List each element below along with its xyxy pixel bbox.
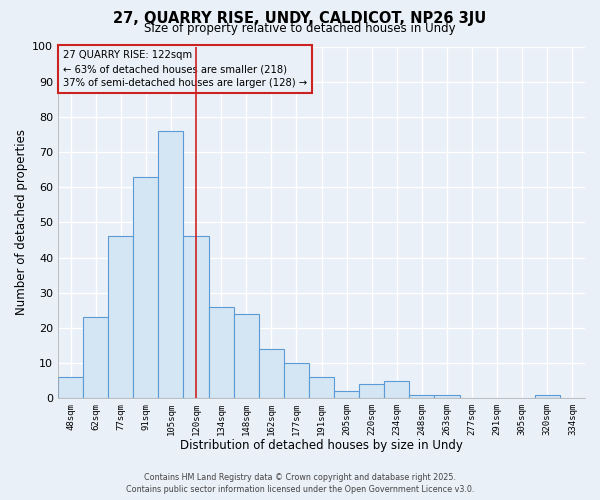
Bar — [158, 131, 184, 398]
Bar — [184, 236, 209, 398]
Bar — [83, 318, 108, 398]
Bar — [434, 394, 460, 398]
Bar — [359, 384, 384, 398]
Y-axis label: Number of detached properties: Number of detached properties — [15, 130, 28, 316]
Bar — [259, 349, 284, 398]
Text: Contains HM Land Registry data © Crown copyright and database right 2025.
Contai: Contains HM Land Registry data © Crown c… — [126, 472, 474, 494]
Bar — [334, 391, 359, 398]
Bar — [384, 380, 409, 398]
Bar — [409, 394, 434, 398]
Bar — [209, 307, 233, 398]
X-axis label: Distribution of detached houses by size in Undy: Distribution of detached houses by size … — [180, 440, 463, 452]
Text: 27, QUARRY RISE, UNDY, CALDICOT, NP26 3JU: 27, QUARRY RISE, UNDY, CALDICOT, NP26 3J… — [113, 11, 487, 26]
Text: 27 QUARRY RISE: 122sqm
← 63% of detached houses are smaller (218)
37% of semi-de: 27 QUARRY RISE: 122sqm ← 63% of detached… — [63, 50, 307, 88]
Bar — [233, 314, 259, 398]
Bar — [58, 377, 83, 398]
Bar — [108, 236, 133, 398]
Bar — [284, 363, 309, 398]
Bar — [133, 176, 158, 398]
Bar — [309, 377, 334, 398]
Bar — [535, 394, 560, 398]
Text: Size of property relative to detached houses in Undy: Size of property relative to detached ho… — [144, 22, 456, 35]
